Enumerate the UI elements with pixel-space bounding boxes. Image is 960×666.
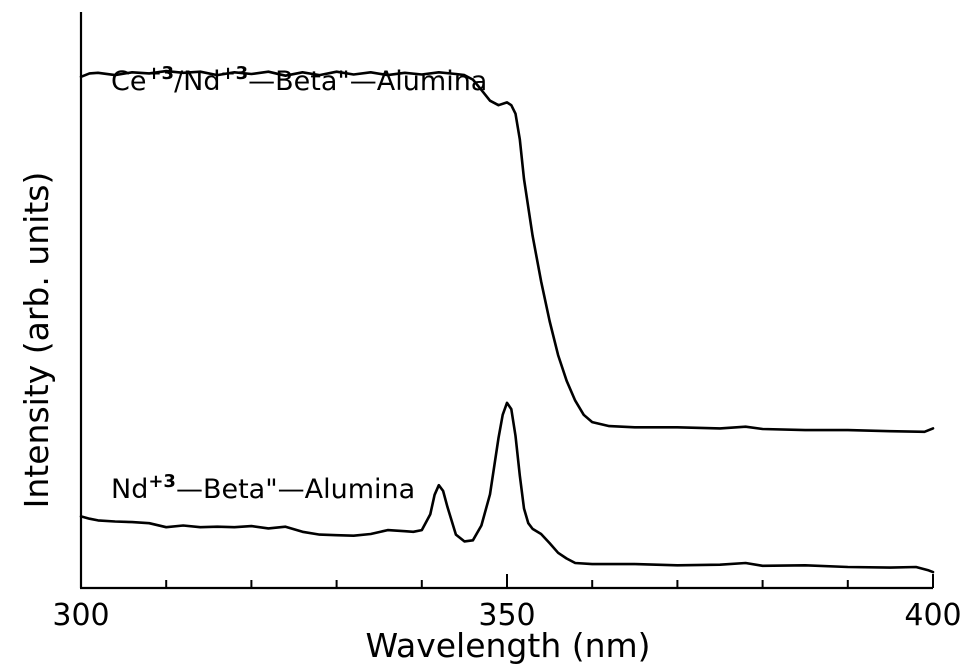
series-label-part-4: —Beta"—Alumina bbox=[248, 66, 487, 97]
series-label-part-1: +3 bbox=[146, 63, 174, 84]
x-axis-label: Wavelength (nm) bbox=[365, 626, 650, 665]
series-label-ce-nd: Ce+3/Nd+3—Beta"—Alumina bbox=[111, 63, 487, 97]
x-tick-label-300: 300 bbox=[52, 598, 109, 633]
series-label-part-2: /Nd bbox=[174, 66, 220, 97]
series-line-1 bbox=[79, 401, 935, 574]
series-label-part-3: +3 bbox=[221, 63, 249, 84]
x-axis-ticks bbox=[80, 574, 934, 588]
plot-area bbox=[79, 69, 935, 574]
series-label-part-0: Ce bbox=[111, 66, 146, 97]
x-tick-label-350: 350 bbox=[478, 598, 535, 633]
series-label-part-0: Nd bbox=[111, 474, 148, 505]
x-tick-label-400: 400 bbox=[904, 598, 960, 633]
series-label-part-2: —Beta"—Alumina bbox=[176, 474, 415, 505]
series-label-part-1: +3 bbox=[148, 471, 176, 492]
series-label-nd: Nd+3—Beta"—Alumina bbox=[111, 471, 415, 505]
y-axis-label: Intensity (arb. units) bbox=[17, 172, 56, 509]
series-line-0 bbox=[79, 69, 935, 434]
x-axis-tick-labels: 300 350 400 bbox=[52, 598, 960, 633]
